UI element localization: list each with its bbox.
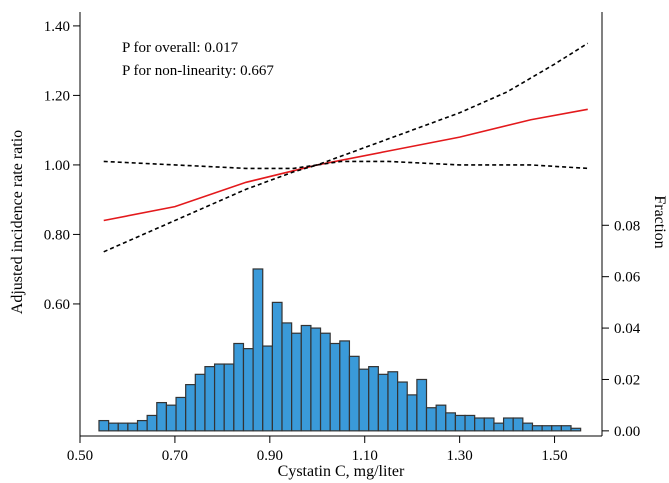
- left-tick-label: 0.80: [44, 227, 70, 243]
- histogram-bar: [300, 324, 312, 432]
- left-tick-label: 1.00: [44, 158, 70, 174]
- x-axis-ticks: 0.50 0.70 0.90 1.10 1.30 1.50: [67, 436, 568, 464]
- histogram-bar: [416, 378, 428, 432]
- histogram-bar: [445, 412, 457, 432]
- histogram-bar: [252, 268, 264, 432]
- left-tick-label: 0.60: [44, 297, 70, 313]
- x-axis-title: Cystatin C, mg/liter: [278, 463, 405, 480]
- histogram-bar: [108, 422, 119, 432]
- histogram-bar: [483, 417, 495, 432]
- histogram-bar: [175, 396, 187, 432]
- histogram-bar: [127, 422, 139, 432]
- right-axis-ticks: 0.00 0.02 0.04 0.06 0.08: [602, 218, 641, 440]
- right-tick-label: 0.00: [614, 424, 640, 440]
- histogram-bar: [464, 414, 476, 432]
- histogram-bar: [348, 355, 360, 432]
- histogram-bar: [551, 425, 562, 432]
- histogram-bar: [165, 404, 177, 432]
- right-axis-title: Fraction: [651, 195, 668, 248]
- histogram-bar: [512, 417, 524, 432]
- x-tick-label: 0.50: [67, 448, 93, 464]
- histogram-bar: [397, 381, 408, 432]
- histogram-bar: [425, 407, 437, 432]
- histogram-bar: [474, 417, 485, 432]
- histogram-bar: [377, 373, 389, 432]
- series-line-estimate: [103, 108, 588, 222]
- right-tick-label: 0.04: [614, 321, 641, 337]
- x-tick-label: 1.10: [352, 448, 378, 464]
- histogram-bar: [522, 422, 534, 432]
- histogram-bar: [531, 425, 543, 432]
- right-tick-label: 0.06: [614, 270, 641, 286]
- left-axis-title: Adjusted incidence rate ratio: [9, 130, 26, 314]
- histogram-bar: [339, 340, 351, 432]
- histogram-bar: [310, 327, 322, 432]
- x-tick-label: 1.50: [541, 448, 567, 464]
- histogram-bar: [98, 419, 110, 432]
- histogram-bar: [223, 363, 235, 432]
- histogram-bar: [213, 363, 225, 432]
- left-tick-label: 1.40: [44, 19, 70, 35]
- histogram-bar: [387, 371, 399, 432]
- series-line-lower-ci: [103, 160, 588, 253]
- left-tick-label: 1.20: [44, 88, 70, 104]
- histogram-bar: [502, 417, 514, 432]
- histogram-bar: [194, 373, 206, 432]
- histogram-bars: [98, 268, 582, 432]
- histogram-bar: [117, 422, 129, 432]
- histogram-bar: [570, 427, 582, 432]
- x-tick-label: 0.70: [162, 448, 188, 464]
- histogram-bar: [146, 414, 158, 432]
- p-nonlinearity-annotation: P for non-linearity: 0.667: [122, 63, 274, 79]
- histogram-bar: [560, 425, 572, 432]
- histogram-bar: [454, 414, 466, 432]
- histogram-bar: [406, 394, 418, 432]
- histogram-bar: [368, 366, 379, 432]
- series-line-upper-ci: [103, 42, 589, 170]
- spline-lines: [103, 42, 589, 253]
- x-tick-label: 0.90: [257, 448, 283, 464]
- histogram-bar: [156, 401, 168, 432]
- right-tick-label: 0.08: [614, 218, 640, 234]
- histogram-bar: [291, 332, 302, 432]
- right-tick-label: 0.02: [614, 372, 640, 388]
- histogram-bar: [541, 425, 553, 432]
- histogram-bar: [435, 404, 447, 432]
- histogram-bar: [281, 322, 293, 432]
- p-overall-annotation: P for overall: 0.017: [122, 40, 239, 56]
- histogram-bar: [262, 345, 273, 432]
- histogram-bar: [493, 422, 505, 432]
- histogram-bar: [358, 368, 370, 432]
- left-axis-ticks: 0.60 0.80 1.00 1.20 1.40: [44, 19, 80, 313]
- histogram-bar: [271, 301, 283, 432]
- histogram-bar: [233, 342, 245, 432]
- x-tick-label: 1.30: [447, 448, 473, 464]
- histogram-bar: [204, 366, 216, 432]
- histogram-bar: [242, 348, 254, 432]
- histogram-bar: [136, 419, 148, 432]
- histogram-bar: [185, 384, 196, 432]
- histogram-bar: [319, 332, 331, 432]
- histogram-bar: [329, 342, 341, 432]
